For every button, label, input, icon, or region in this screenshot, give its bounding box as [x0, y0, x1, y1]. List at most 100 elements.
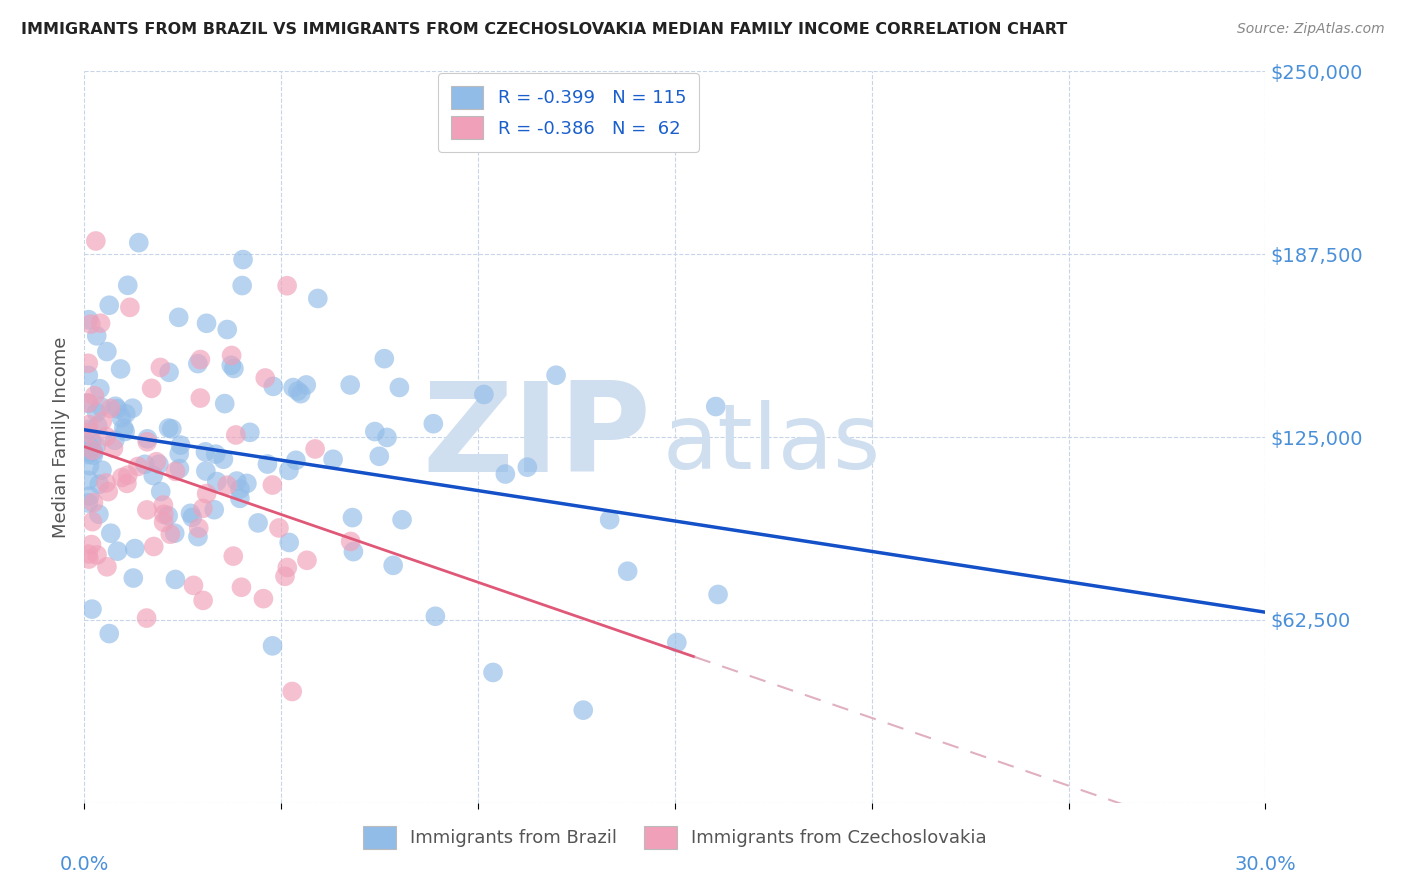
Point [153, 508, 176, 522]
Point [157, 365, 180, 379]
Point [86, 328, 108, 343]
Point [188, 391, 211, 405]
Point [80, 537, 103, 551]
Point [704, 400, 727, 414]
Point [262, 379, 284, 393]
Point [572, 703, 595, 717]
Point [195, 316, 218, 330]
Point [482, 665, 505, 680]
Point [472, 387, 495, 401]
Point [342, 544, 364, 558]
Point [111, 470, 134, 484]
Point [339, 534, 361, 549]
Point [159, 527, 181, 541]
Point [267, 521, 290, 535]
Point [98, 626, 121, 640]
Point [77, 547, 100, 561]
Point [124, 541, 146, 556]
Point [114, 407, 136, 421]
Point [422, 417, 444, 431]
Point [135, 611, 157, 625]
Point [169, 438, 191, 452]
Point [89, 477, 111, 491]
Point [274, 569, 297, 583]
Point [232, 252, 254, 267]
Point [277, 463, 299, 477]
Point [665, 635, 688, 649]
Point [217, 322, 239, 336]
Text: Source: ZipAtlas.com: Source: ZipAtlas.com [1237, 22, 1385, 37]
Point [136, 432, 159, 446]
Legend: Immigrants from Brazil, Immigrants from Czechoslovakia: Immigrants from Brazil, Immigrants from … [356, 818, 994, 856]
Point [77, 312, 100, 326]
Point [236, 476, 259, 491]
Point [307, 292, 329, 306]
Point [225, 428, 247, 442]
Point [187, 521, 209, 535]
Point [86, 405, 108, 419]
Point [382, 558, 405, 573]
Point [77, 437, 100, 451]
Point [342, 510, 364, 524]
Point [262, 478, 284, 492]
Point [707, 587, 730, 601]
Point [546, 368, 568, 383]
Point [122, 571, 145, 585]
Point [262, 639, 284, 653]
Point [516, 460, 538, 475]
Point [179, 506, 201, 520]
Text: ZIP: ZIP [423, 376, 651, 498]
Point [217, 478, 239, 492]
Point [96, 344, 118, 359]
Text: 0.0%: 0.0% [59, 855, 110, 874]
Point [98, 298, 121, 312]
Point [82, 495, 104, 509]
Point [77, 417, 100, 432]
Point [77, 425, 100, 440]
Point [222, 549, 245, 563]
Point [117, 468, 139, 483]
Point [77, 496, 100, 510]
Point [149, 360, 172, 375]
Point [157, 421, 180, 435]
Point [187, 530, 209, 544]
Point [290, 386, 312, 401]
Point [105, 401, 128, 416]
Point [83, 389, 105, 403]
Point [229, 491, 252, 506]
Point [121, 401, 143, 416]
Point [77, 445, 100, 459]
Point [194, 464, 217, 478]
Point [152, 515, 174, 529]
Point [96, 429, 118, 443]
Point [110, 411, 132, 425]
Point [127, 459, 149, 474]
Point [181, 510, 204, 524]
Point [167, 310, 190, 325]
Point [82, 443, 104, 458]
Point [252, 591, 274, 606]
Point [295, 553, 318, 567]
Point [96, 559, 118, 574]
Point [202, 502, 225, 516]
Point [82, 515, 104, 529]
Point [194, 445, 217, 459]
Point [80, 317, 103, 331]
Point [149, 484, 172, 499]
Point [135, 503, 157, 517]
Point [152, 498, 174, 512]
Point [79, 458, 101, 473]
Point [86, 418, 108, 433]
Point [90, 400, 112, 414]
Point [134, 457, 156, 471]
Text: IMMIGRANTS FROM BRAZIL VS IMMIGRANTS FROM CZECHOSLOVAKIA MEDIAN FAMILY INCOME CO: IMMIGRANTS FROM BRAZIL VS IMMIGRANTS FRO… [21, 22, 1067, 37]
Point [205, 475, 228, 489]
Point [375, 430, 398, 444]
Point [77, 396, 100, 410]
Point [79, 489, 101, 503]
Point [84, 438, 107, 452]
Point [287, 384, 309, 398]
Point [599, 513, 621, 527]
Point [204, 447, 226, 461]
Point [219, 358, 242, 372]
